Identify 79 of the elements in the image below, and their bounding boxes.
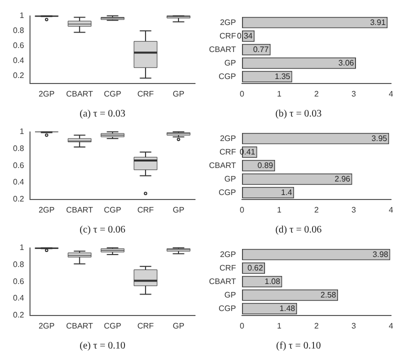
x-tick-label: CBART <box>66 321 94 330</box>
x-tick-label: 3 <box>352 205 357 214</box>
y-tick-label: 1 <box>20 11 25 20</box>
x-tick-label: 1 <box>277 89 282 98</box>
x-tick-label: 0 <box>240 89 245 98</box>
data-label: 3.06 <box>338 58 355 68</box>
x-tick-label: GP <box>172 89 184 98</box>
y-tick-label: GP <box>224 174 236 184</box>
text: (a) τ = 0.03 <box>80 108 126 120</box>
x-tick-label: 3 <box>352 89 357 98</box>
x-tick-label: CBART <box>66 89 94 98</box>
y-tick-label: GP <box>224 58 236 68</box>
y-tick-label: 0.6 <box>12 160 25 170</box>
y-tick-label: CGP <box>218 72 236 81</box>
data-label: 1.08 <box>264 276 281 286</box>
x-tick-label: CGP <box>104 205 122 214</box>
y-tick-label: CRF <box>220 31 236 40</box>
y-tick-label: 0.2 <box>12 71 25 80</box>
x-tick-label: 0 <box>240 321 245 330</box>
y-tick-label: 2GP <box>220 18 236 27</box>
y-tick-label: 0.4 <box>12 178 25 187</box>
x-tick-label: CGP <box>104 89 122 98</box>
x-tick-label: 2GP <box>38 205 55 214</box>
y-tick-label: CRF <box>220 147 236 156</box>
x-tick-label: 1 <box>277 205 282 214</box>
y-tick-label: CGP <box>218 304 236 313</box>
x-tick-label: 4 <box>388 321 394 330</box>
x-tick-label: GP <box>172 205 184 214</box>
x-tick-label: 1 <box>277 321 282 330</box>
x-tick-label: 2 <box>314 321 320 330</box>
y-tick-label: CBART <box>209 276 236 286</box>
x-tick-label: 4 <box>388 89 394 98</box>
x-tick-label: 2GP <box>38 89 55 98</box>
data-label: 0.77 <box>253 44 270 54</box>
x-tick-label: 4 <box>388 205 394 214</box>
text: (f) τ = 0.10 <box>276 340 321 352</box>
data-label: 2.96 <box>334 174 351 184</box>
y-tick-label: 2GP <box>220 134 236 143</box>
text: (c) τ = 0.06 <box>80 224 126 236</box>
y-tick-label: CBART <box>209 44 236 54</box>
y-tick-label: 0.8 <box>12 260 25 269</box>
y-tick-label: 1 <box>20 127 25 136</box>
y-tick-label: 0.6 <box>12 276 25 286</box>
x-tick-label: 2 <box>314 205 320 214</box>
x-tick-label: CRF <box>137 321 154 330</box>
x-tick-label: CGP <box>104 321 122 330</box>
y-tick-label: 2GP <box>220 250 236 259</box>
y-tick-label: 0.4 <box>12 56 25 66</box>
y-tick-label: CGP <box>218 188 236 197</box>
y-tick-label: 0.8 <box>12 144 25 153</box>
y-tick-label: 0.8 <box>12 26 25 36</box>
y-tick-label: 1 <box>20 243 25 252</box>
y-tick-label: 0.6 <box>12 41 25 50</box>
x-tick-label: GP <box>172 321 184 330</box>
x-tick-label: CRF <box>137 205 154 214</box>
text: (e) τ = 0.10 <box>80 340 126 352</box>
y-tick-label: GP <box>224 290 236 300</box>
data-label: 0.89 <box>258 160 274 170</box>
x-tick-label: CBART <box>66 205 94 214</box>
x-tick-label: 2GP <box>38 321 55 330</box>
data-label: 2.58 <box>320 290 337 300</box>
data-label: 3.91 <box>370 18 386 27</box>
data-label: 3.95 <box>372 134 388 143</box>
x-tick-label: CRF <box>137 89 154 98</box>
data-label: 1.48 <box>280 304 296 313</box>
y-tick-label: CRF <box>220 263 236 272</box>
y-tick-label: 0.2 <box>12 194 25 204</box>
data-label: 1.35 <box>274 72 291 81</box>
text: (d) τ = 0.06 <box>275 224 322 236</box>
data-label: 0.62 <box>247 263 264 272</box>
x-tick-label: 2 <box>314 89 320 98</box>
y-tick-label: 0.2 <box>12 310 25 320</box>
x-tick-label: 0 <box>240 205 245 214</box>
data-label: 1.4 <box>281 188 293 197</box>
y-tick-label: 0.4 <box>12 294 25 303</box>
y-tick-label: CBART <box>209 160 236 170</box>
x-tick-label: 3 <box>352 321 357 330</box>
text: (b) τ = 0.03 <box>275 108 322 120</box>
data-label: 3.98 <box>372 250 389 259</box>
